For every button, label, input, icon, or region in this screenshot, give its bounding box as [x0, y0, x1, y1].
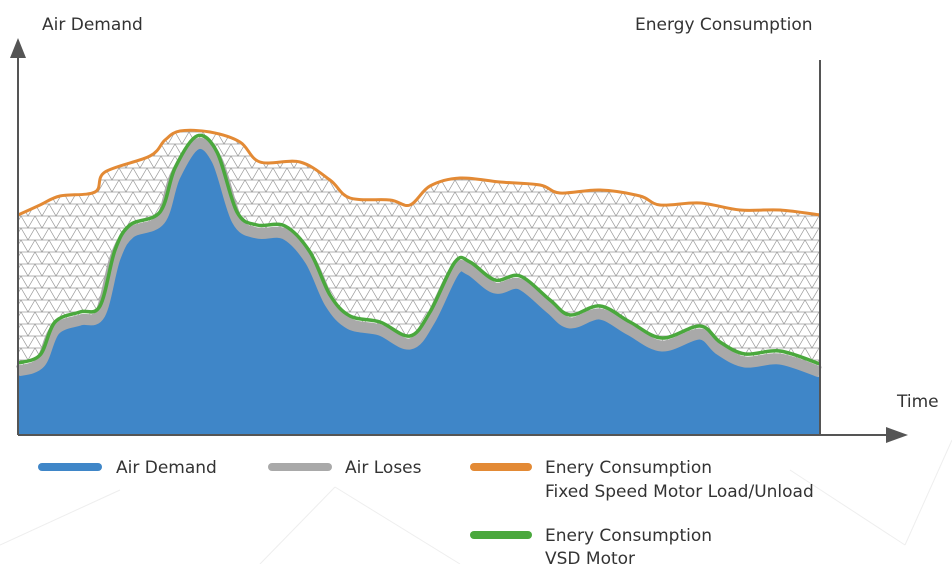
legend-label: VSD Motor [545, 549, 635, 564]
vsd-line [17, 133, 821, 366]
fixed-speed-line [17, 128, 821, 217]
legend-label: Enery Consumption [545, 458, 712, 478]
legend-label: Air Loses [345, 458, 422, 478]
left-axis-label: Air Demand [42, 15, 143, 35]
right-axis-label: Energy Consumption [635, 15, 813, 35]
x-axis-label: Time [896, 392, 939, 412]
air-loses-line [16, 137, 822, 378]
air-demand-area [18, 148, 820, 435]
axes [10, 38, 908, 443]
legend-label: Fixed Speed Motor Load/Unload [545, 482, 814, 502]
legend-label: Air Demand [116, 458, 217, 478]
legend-swatches [38, 463, 532, 539]
legend-label: Enery Consumption [545, 526, 712, 546]
background-lines [0, 439, 952, 564]
